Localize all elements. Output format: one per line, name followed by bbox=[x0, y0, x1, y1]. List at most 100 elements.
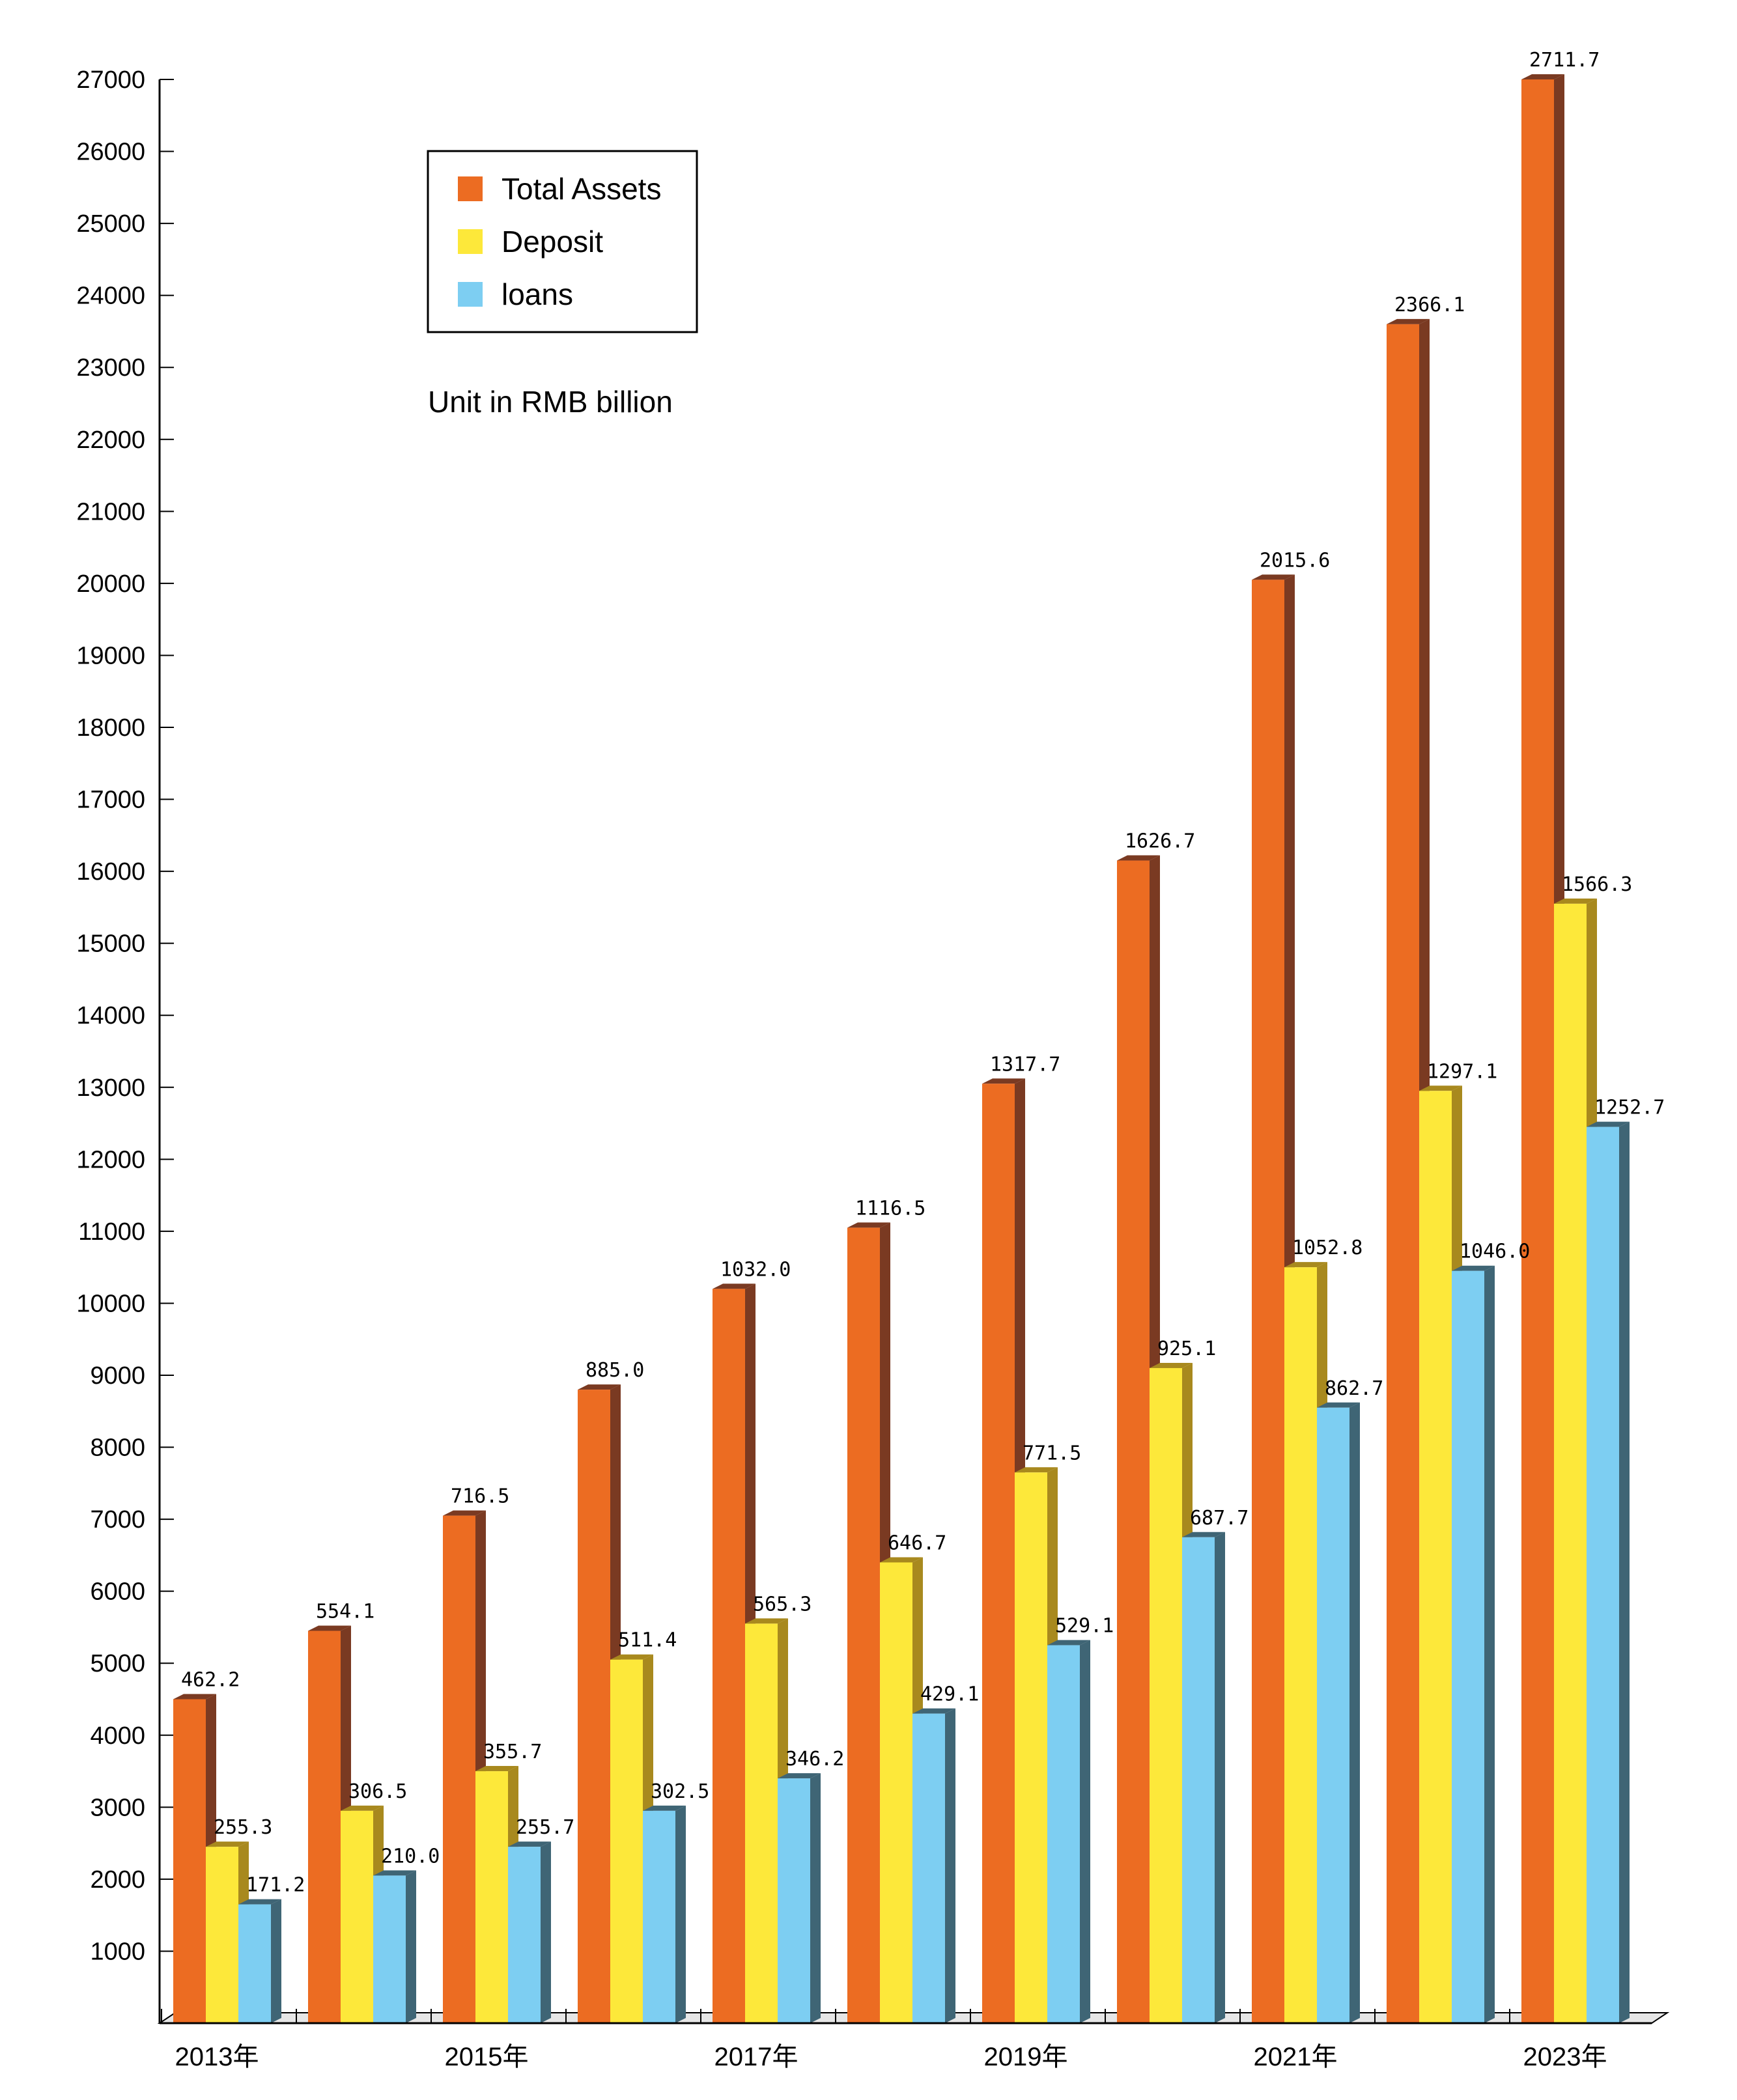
data-label-loans: 302.5 bbox=[651, 1780, 709, 1803]
legend: Total Assets Deposit loans bbox=[427, 150, 698, 333]
data-label-deposit: 255.3 bbox=[214, 1816, 272, 1839]
unit-annotation: Unit in RMB billion bbox=[428, 385, 673, 419]
bar-loans bbox=[1182, 1537, 1215, 2023]
y-tick-label: 10000 bbox=[76, 1290, 145, 1317]
data-label-total-assets: 2711.7 bbox=[1529, 49, 1600, 72]
data-label-total-assets: 1032.0 bbox=[720, 1258, 791, 1281]
data-labels-group: 462.2 255.3 171.2 554.1 306.5 210.0 716.5 355.7… bbox=[181, 49, 1665, 1897]
bar-deposit bbox=[1554, 903, 1587, 2023]
bar-top-total-assets bbox=[1252, 574, 1295, 580]
data-label-total-assets: 1116.5 bbox=[855, 1197, 925, 1220]
bar-deposit bbox=[1284, 1267, 1317, 2023]
bar-loans bbox=[1317, 1407, 1349, 2023]
bar-top-total-assets bbox=[578, 1384, 621, 1390]
y-tick-label: 24000 bbox=[76, 283, 145, 310]
x-tick-label: 2019年 bbox=[984, 2043, 1068, 2071]
data-label-loans: 346.2 bbox=[785, 1748, 844, 1771]
bars-group bbox=[173, 74, 1630, 2023]
bar-total-assets bbox=[982, 1084, 1015, 2023]
y-tick-label: 23000 bbox=[76, 354, 145, 382]
bar-side-loans bbox=[406, 1870, 416, 2023]
bar-top-loans bbox=[643, 1805, 686, 1811]
bar-loans bbox=[778, 1778, 810, 2023]
bar-top-loans bbox=[238, 1899, 281, 1905]
data-label-total-assets: 2015.6 bbox=[1260, 549, 1330, 572]
bar-top-total-assets bbox=[1521, 74, 1564, 79]
bar-side-loans bbox=[810, 1773, 821, 2023]
bar-top-loans bbox=[1452, 1265, 1495, 1271]
data-label-total-assets: 1626.7 bbox=[1125, 830, 1195, 853]
y-tick-label: 16000 bbox=[76, 858, 145, 886]
data-label-total-assets: 716.5 bbox=[451, 1485, 509, 1508]
bar-top-total-assets bbox=[1117, 855, 1160, 861]
data-label-deposit: 1297.1 bbox=[1427, 1060, 1497, 1083]
bar-top-deposit bbox=[1419, 1085, 1462, 1091]
data-label-loans: 1252.7 bbox=[1594, 1097, 1665, 1119]
bar-deposit bbox=[610, 1659, 643, 2023]
data-label-loans: 862.7 bbox=[1325, 1377, 1383, 1400]
data-label-total-assets: 2366.1 bbox=[1394, 294, 1465, 316]
y-tick-label: 15000 bbox=[76, 931, 145, 958]
bar-top-loans bbox=[912, 1708, 955, 1714]
y-tick-label: 8000 bbox=[90, 1435, 145, 1462]
data-label-deposit: 511.4 bbox=[618, 1629, 677, 1652]
bar-top-deposit bbox=[206, 1841, 249, 1847]
y-tick-label: 19000 bbox=[76, 642, 145, 669]
bar-loans bbox=[1047, 1645, 1080, 2023]
x-tick-label: 2013年 bbox=[175, 2043, 259, 2071]
y-tick-label: 2000 bbox=[90, 1866, 145, 1894]
x-tick-label: 2021年 bbox=[1254, 2043, 1338, 2071]
bar-total-assets bbox=[308, 1631, 341, 2023]
y-tick-label: 26000 bbox=[76, 139, 145, 166]
y-tick-label: 9000 bbox=[90, 1362, 145, 1390]
data-label-loans: 687.7 bbox=[1190, 1507, 1249, 1530]
bar-loans bbox=[912, 1713, 945, 2023]
data-label-deposit: 771.5 bbox=[1023, 1442, 1081, 1464]
bar-total-assets bbox=[578, 1390, 610, 2023]
bar-loans bbox=[1452, 1270, 1484, 2023]
legend-swatch-loans bbox=[458, 282, 483, 307]
bar-top-deposit bbox=[880, 1557, 923, 1563]
y-tick-label: 27000 bbox=[76, 66, 145, 94]
bar-deposit bbox=[206, 1847, 238, 2023]
data-label-total-assets: 462.2 bbox=[181, 1669, 240, 1692]
y-tick-label: 1000 bbox=[90, 1938, 145, 1965]
bar-total-assets bbox=[173, 1699, 206, 2023]
bar-deposit bbox=[1419, 1091, 1452, 2023]
bar-total-assets bbox=[1521, 79, 1554, 2023]
bar-side-loans bbox=[675, 1805, 686, 2023]
data-label-deposit: 565.3 bbox=[753, 1593, 812, 1616]
y-axis: 1000 2000 3000 4000 5000 6000 7000 8000 9000 1000… bbox=[76, 66, 174, 2023]
bar-deposit bbox=[1015, 1472, 1047, 2023]
legend-label-deposit: Deposit bbox=[501, 225, 603, 259]
y-tick-label: 7000 bbox=[90, 1506, 145, 1533]
bar-top-total-assets bbox=[308, 1625, 351, 1631]
bar-top-loans bbox=[373, 1870, 416, 1876]
data-label-loans: 1046.0 bbox=[1460, 1240, 1530, 1263]
y-tick-label: 25000 bbox=[76, 210, 145, 238]
bar-total-assets bbox=[1252, 580, 1284, 2023]
bar-top-deposit bbox=[1554, 898, 1597, 904]
bar-loans bbox=[1587, 1127, 1619, 2023]
y-tick-label: 18000 bbox=[76, 714, 145, 742]
bar-top-loans bbox=[778, 1773, 821, 1779]
bar-loans bbox=[373, 1875, 406, 2023]
bar-top-total-assets bbox=[982, 1078, 1025, 1084]
data-label-deposit: 925.1 bbox=[1157, 1337, 1216, 1360]
bar-deposit bbox=[341, 1810, 373, 2023]
bar-side-loans bbox=[945, 1708, 955, 2023]
x-tick-label: 2017年 bbox=[714, 2043, 798, 2071]
bar-top-deposit bbox=[1150, 1362, 1193, 1368]
bar-side-loans bbox=[541, 1841, 551, 2023]
data-label-deposit: 1052.8 bbox=[1292, 1237, 1363, 1259]
bar-loans bbox=[643, 1810, 675, 2023]
bar-top-deposit bbox=[475, 1766, 518, 1772]
y-tick-label: 22000 bbox=[76, 427, 145, 454]
bar-total-assets bbox=[1387, 324, 1419, 2023]
bar-top-loans bbox=[1317, 1402, 1360, 1408]
bar-top-deposit bbox=[1015, 1467, 1058, 1473]
y-tick-label: 6000 bbox=[90, 1578, 145, 1606]
bar-top-total-assets bbox=[173, 1694, 216, 1700]
y-tick-label: 3000 bbox=[90, 1794, 145, 1821]
